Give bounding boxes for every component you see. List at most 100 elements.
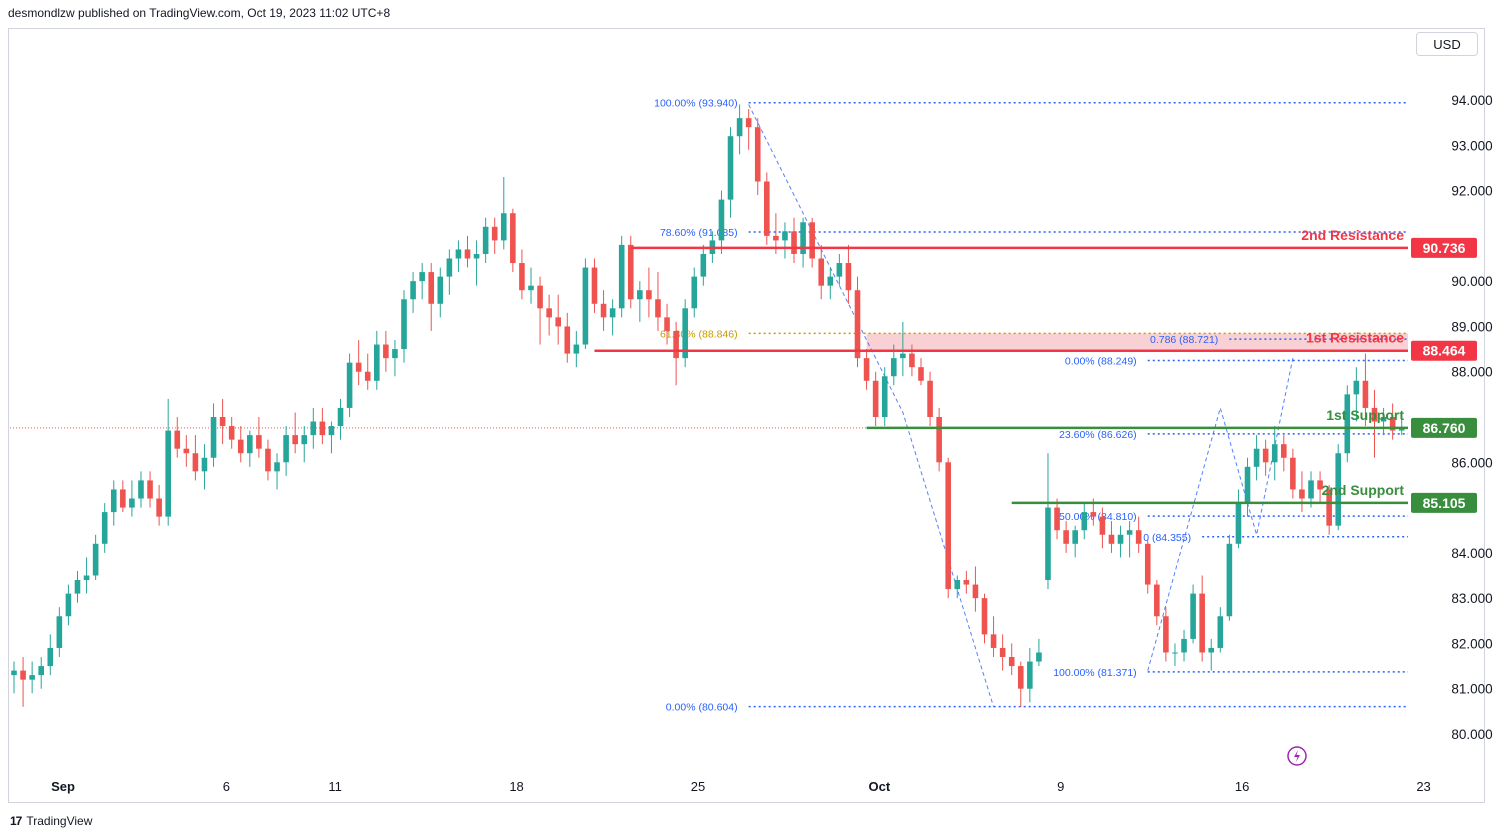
candle <box>1262 439 1269 476</box>
candle-body <box>1199 593 1205 653</box>
candle-body <box>1135 530 1142 544</box>
candle <box>1290 448 1296 499</box>
candle <box>800 217 806 268</box>
candle <box>1108 521 1115 553</box>
candle-body <box>419 272 425 282</box>
candle-body <box>319 421 326 436</box>
fib-swing-path-1 <box>1147 358 1294 671</box>
candle-body <box>582 267 589 345</box>
candle <box>1317 471 1323 504</box>
candle <box>664 303 670 345</box>
candle-body <box>1362 380 1369 408</box>
candle <box>1172 643 1178 667</box>
candle <box>1326 484 1332 535</box>
candle-body <box>183 448 190 454</box>
y-tick-label: 89.000 <box>1451 319 1492 334</box>
candle <box>999 634 1006 671</box>
candle-body <box>1117 534 1124 544</box>
candle-body <box>491 226 498 241</box>
candle-body <box>800 222 806 254</box>
candle-body <box>1262 448 1269 463</box>
candle <box>83 557 90 594</box>
candle <box>374 330 380 390</box>
y-tick-label: 81.000 <box>1451 682 1492 697</box>
candle <box>1308 471 1314 508</box>
candle-body <box>346 362 353 408</box>
candle <box>165 398 171 526</box>
candle-body <box>627 244 634 300</box>
candle <box>500 176 507 250</box>
candle-body <box>147 480 153 499</box>
candle-body <box>537 285 543 309</box>
candle-body <box>909 353 915 368</box>
x-tick-label: Oct <box>869 779 891 794</box>
candle-body <box>1036 652 1042 662</box>
candle <box>1362 353 1369 427</box>
fib-label-9: 100.00% (81.371) <box>1053 667 1136 679</box>
candle <box>437 267 444 318</box>
x-tick-label: 18 <box>509 779 523 794</box>
level-name-1: 1st Resistance <box>1306 330 1404 346</box>
y-tick-label: 84.000 <box>1451 546 1492 561</box>
candle-body <box>1335 453 1342 526</box>
candle <box>1045 453 1051 590</box>
candle <box>1135 516 1142 553</box>
candle <box>528 267 534 304</box>
candle <box>609 299 616 336</box>
candle <box>1253 435 1260 481</box>
publisher-header: desmondlzw published on TradingView.com,… <box>8 6 391 20</box>
candle-body <box>999 647 1006 658</box>
candle-body <box>646 290 652 300</box>
candle-body <box>1389 416 1396 431</box>
candle <box>410 272 416 313</box>
candle <box>727 127 734 218</box>
candle <box>129 480 135 517</box>
candle-body <box>120 489 126 508</box>
candle-body <box>1271 444 1278 463</box>
candle-body <box>564 326 571 354</box>
candle <box>1190 584 1196 644</box>
candle <box>564 312 571 363</box>
candle-body <box>274 462 280 472</box>
x-tick-label: 25 <box>691 779 705 794</box>
candle <box>301 426 308 463</box>
candle-body <box>782 231 788 241</box>
candle <box>718 190 725 254</box>
candle-body <box>446 258 453 277</box>
candle-body <box>1081 512 1088 531</box>
candle <box>1398 412 1405 436</box>
candle-body <box>736 118 743 137</box>
candle <box>546 294 552 336</box>
candle <box>337 398 344 440</box>
candle <box>673 321 679 386</box>
candle <box>972 566 979 612</box>
candle-body <box>355 362 362 372</box>
candle <box>600 290 607 331</box>
level-price-1: 88.464 <box>1423 343 1466 359</box>
candle <box>101 503 108 553</box>
candle-body <box>773 235 779 241</box>
candle <box>1217 607 1224 653</box>
candle <box>1154 580 1160 626</box>
candle-body <box>201 457 208 472</box>
candle-body <box>1163 616 1169 653</box>
candle <box>237 426 244 463</box>
y-tick-label: 93.000 <box>1451 138 1492 153</box>
candle-body <box>918 367 924 381</box>
candle <box>174 416 181 458</box>
currency-button[interactable]: USD <box>1416 32 1478 56</box>
candle <box>446 249 453 295</box>
candle-body <box>283 435 289 463</box>
candle <box>1081 503 1088 540</box>
candle <box>283 426 289 476</box>
y-tick-label: 94.000 <box>1451 93 1492 108</box>
candle-body <box>872 380 879 417</box>
candle <box>183 435 190 467</box>
candle-body <box>573 344 580 354</box>
candle <box>827 267 834 300</box>
resistance-zone <box>866 333 1408 351</box>
candle-body <box>1172 652 1178 654</box>
y-tick-label: 83.000 <box>1451 591 1492 606</box>
candle <box>473 240 480 286</box>
